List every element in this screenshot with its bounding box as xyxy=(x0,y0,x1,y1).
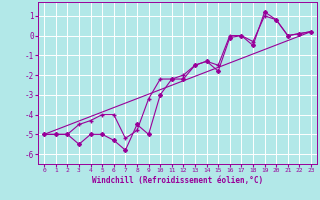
X-axis label: Windchill (Refroidissement éolien,°C): Windchill (Refroidissement éolien,°C) xyxy=(92,176,263,185)
